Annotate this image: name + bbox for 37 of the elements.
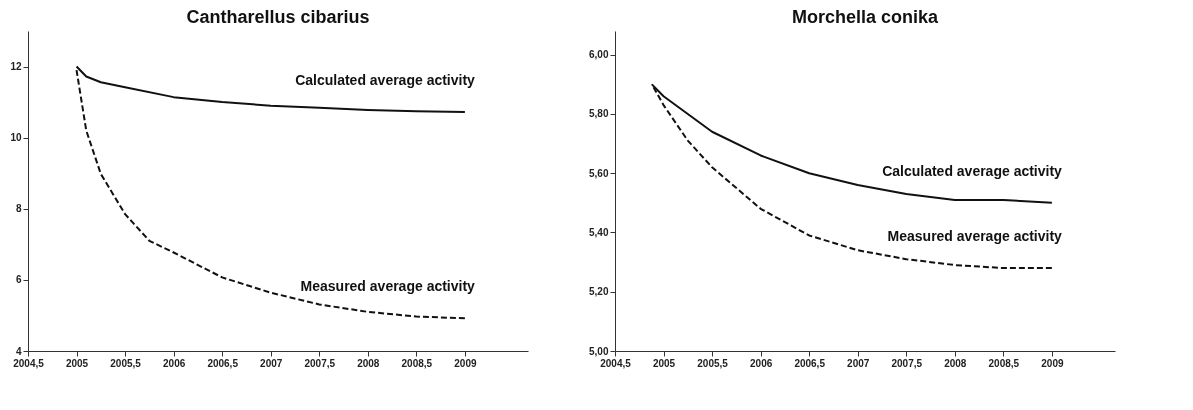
x-tick-label: 2007,5: [891, 357, 923, 369]
x-tick-label: 2007: [260, 357, 283, 369]
y-tick-label: 6: [15, 274, 22, 286]
x-tick-label: 2008,5: [401, 357, 433, 369]
x-tick-label: 2005,5: [110, 357, 142, 369]
x-tick-label: 2004,5: [600, 357, 632, 369]
y-tick-label: 12: [10, 61, 22, 73]
series-label: Measured average activity: [887, 228, 1063, 245]
x-tick-label: 2008: [944, 357, 967, 369]
x-tick-label: 2005: [652, 357, 676, 369]
x-tick-label: 2005: [65, 357, 89, 369]
y-tick-label: 5,60: [589, 167, 609, 179]
x-tick-label: 2008,5: [988, 357, 1020, 369]
x-tick-label: 2009: [454, 357, 477, 369]
x-tick-label: 2008: [357, 357, 380, 369]
x-tick-label: 2005,5: [697, 357, 729, 369]
series-label: Calculated average activity: [295, 72, 476, 89]
series-label: Calculated average activity: [882, 162, 1063, 179]
x-tick-label: 2007,5: [304, 357, 336, 369]
chart-title: Cantharellus cibarius: [186, 7, 370, 27]
y-tick-label: 6,00: [589, 49, 609, 61]
y-tick-label: 5,20: [589, 286, 609, 298]
x-tick-label: 2009: [1041, 357, 1064, 369]
x-tick-label: 2006,5: [207, 357, 239, 369]
x-tick-label: 2006,5: [794, 357, 826, 369]
y-tick-label: 8: [15, 203, 22, 215]
x-tick-label: 2004,5: [13, 357, 45, 369]
x-tick-label: 2006: [750, 357, 773, 369]
chart-title: Morchella conika: [791, 7, 940, 27]
x-tick-label: 2006: [163, 357, 186, 369]
y-tick-label: 10: [10, 132, 22, 144]
y-tick-label: 4: [15, 345, 22, 357]
y-tick-label: 5,40: [589, 226, 609, 238]
y-tick-label: 5,00: [589, 345, 609, 357]
y-tick-label: 5,80: [589, 108, 609, 120]
x-tick-label: 2007: [847, 357, 870, 369]
series-label: Measured average activity: [300, 278, 476, 295]
